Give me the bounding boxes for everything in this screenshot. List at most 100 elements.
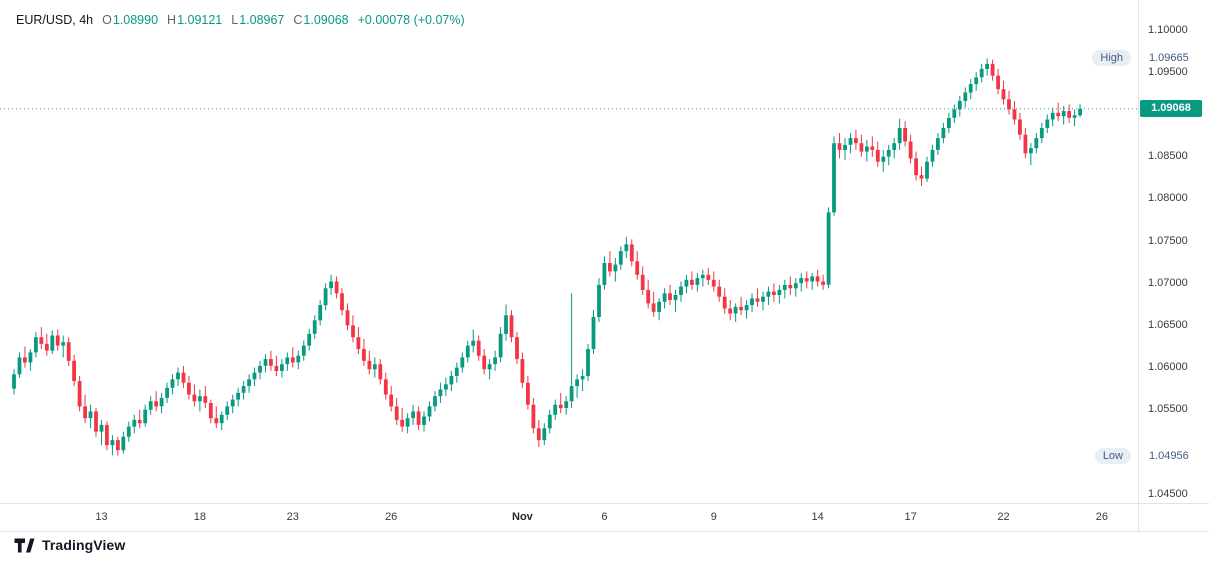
candle [717,279,722,302]
candle [640,266,645,295]
candle [985,58,989,76]
candle [1045,114,1050,133]
tradingview-branding[interactable]: TradingView [14,537,125,553]
time-tick-label: 9 [710,511,717,523]
candle [826,207,831,289]
candle [586,343,590,382]
candle [761,291,765,311]
candle [449,370,454,392]
candle [192,384,197,407]
candle [170,374,175,395]
symbol-interval-label[interactable]: EUR/USD, 4h [16,13,94,27]
price-tick-label: 1.08000 [1148,192,1188,205]
candle [372,357,377,378]
candle [290,347,295,368]
candle [34,332,38,358]
candle [837,133,842,159]
candle [750,293,754,312]
time-tick-label: 18 [193,511,207,523]
candle [854,129,858,150]
price-tick-label: 1.08500 [1148,150,1188,163]
candle [957,95,962,117]
candle [788,276,793,295]
candle [61,335,66,358]
candle [668,284,672,306]
candle [804,271,809,289]
candle [799,273,804,292]
candle [930,144,935,167]
price-axis-separator [1138,0,1139,531]
candle [1072,109,1077,127]
price-axis[interactable]: 1.10000 1.09500 1.08500 1.08000 1.07500 1.070… [1139,0,1209,531]
ohlc-open: O 1.08990 [102,13,159,27]
candle [542,423,547,446]
candle [1078,104,1082,118]
candle [941,122,946,144]
candle [198,389,202,412]
candle [832,136,836,216]
candle [662,288,667,309]
candle [1018,112,1022,140]
low-value: 1.04956 [1149,449,1189,462]
candle [875,141,880,167]
candle [580,369,585,392]
candle [564,396,569,415]
candle [772,283,776,302]
candle [690,271,694,290]
candle [181,365,186,388]
candle [739,296,743,316]
candle [383,372,388,400]
candle [356,327,361,355]
price-tick-label: 1.10000 [1148,23,1188,36]
candle [378,359,383,385]
candle [269,350,273,371]
price-tick-label: 1.04500 [1148,487,1188,500]
candle [312,315,317,339]
candle [684,274,689,294]
candle [755,288,760,307]
candle [793,278,798,297]
candle [1029,143,1033,166]
candle [176,367,180,387]
candle [963,87,968,108]
candle [597,278,601,322]
candle [952,104,957,123]
candle [536,419,541,447]
candle [657,298,661,321]
candle [66,337,71,366]
candle [351,315,355,343]
price-tick-label: 1.06500 [1148,318,1188,331]
candle [323,283,328,311]
candle [947,112,951,133]
candle [187,376,191,400]
candle [94,408,98,437]
candle [165,382,169,403]
candle [258,360,262,380]
candle [203,386,208,408]
candle [859,134,864,157]
candle [1007,90,1011,115]
candle [509,310,514,343]
candle [919,166,924,187]
candle [487,359,492,380]
candle [154,391,158,412]
candle [569,293,574,408]
price-tick-label: 1.06000 [1148,361,1188,374]
candle [531,397,536,434]
candle [1039,122,1044,144]
time-tick-label: 14 [811,511,824,523]
candle [340,288,344,316]
candles-layer [12,58,1082,456]
candle [990,59,995,81]
candle [1034,133,1039,154]
time-axis[interactable]: 13 18 23 26 Nov 6 9 14 17 22 26 [0,504,1139,531]
tradingview-logo-icon [14,538,35,552]
candle [121,431,126,454]
candle [1012,101,1017,125]
candle [143,404,148,427]
candle [865,139,869,162]
candle [83,394,87,424]
candle [345,303,350,331]
